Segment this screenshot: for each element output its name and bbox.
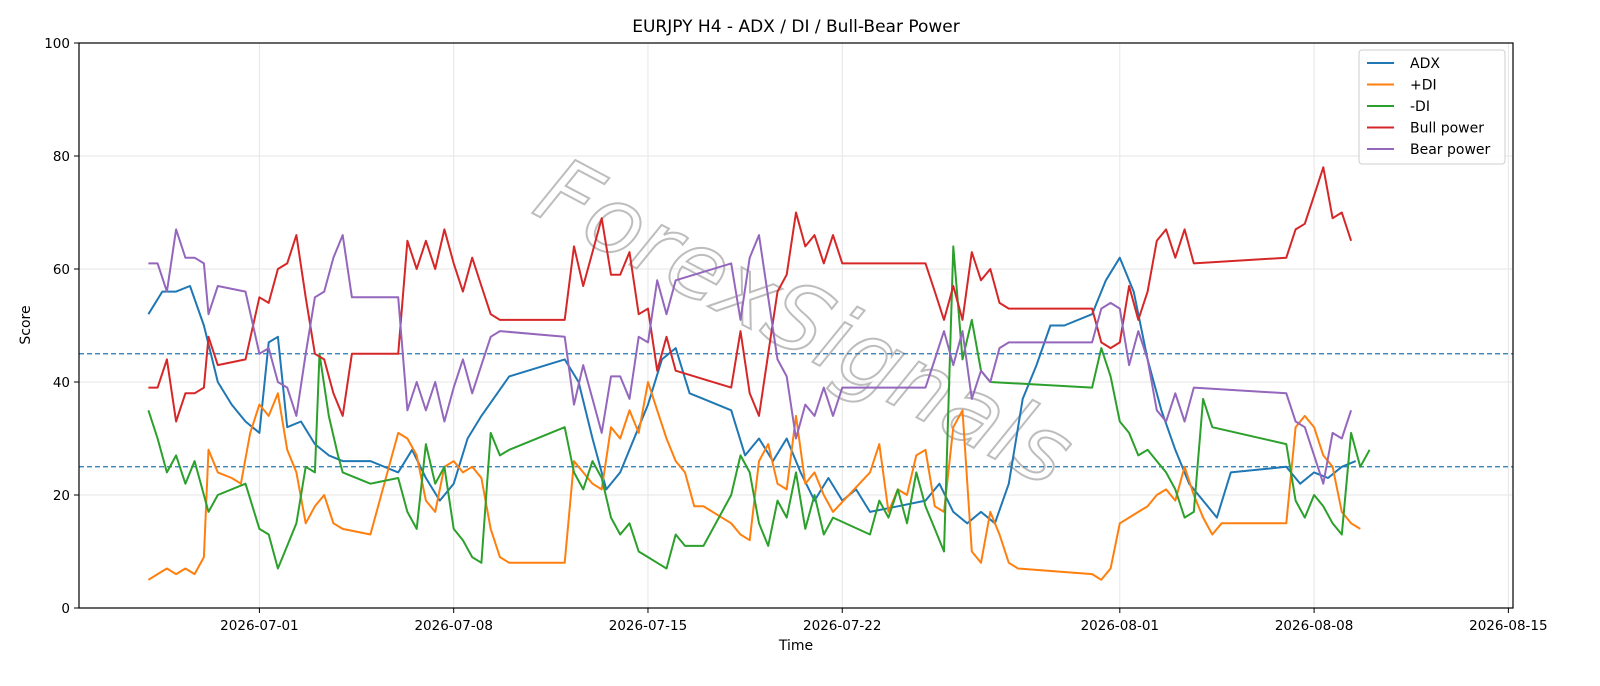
y-tick-label: 60	[53, 262, 70, 278]
series-line-bear-power	[148, 228, 1353, 485]
series-line-bull-power	[148, 166, 1353, 423]
y-tick-label: 20	[53, 488, 70, 504]
y-tick-label: 0	[61, 601, 70, 617]
series-line-plus-di	[147, 381, 1361, 581]
watermark: ForexSignals	[519, 136, 1091, 509]
legend-label: -DI	[1410, 99, 1430, 115]
y-tick-label: 40	[53, 375, 70, 391]
threshold-lines	[79, 353, 1513, 468]
y-tick-label: 80	[53, 149, 70, 165]
x-tick-label: 2026-08-08	[1275, 618, 1353, 634]
legend-label: ADX	[1410, 56, 1440, 72]
x-axis-label: Time	[778, 638, 813, 654]
series-line-minus-di	[147, 245, 1371, 570]
y-tick-label: 100	[44, 36, 70, 52]
y-axis-ticks: 0 20 40 60 80 100	[44, 36, 79, 617]
plot-frame	[78, 42, 1514, 609]
legend-box	[1358, 49, 1506, 165]
series-line-adx	[147, 256, 1357, 525]
x-tick-label: 2026-08-01	[1081, 618, 1159, 634]
series-lines	[147, 166, 1371, 581]
legend-label: Bear power	[1410, 142, 1491, 158]
grid	[79, 43, 1513, 608]
x-tick-label: 2026-07-15	[609, 618, 687, 634]
legend: ADX +DI -DI Bull power Bear power	[1358, 49, 1506, 165]
x-tick-label: 2026-07-22	[803, 618, 881, 634]
watermark-text: ForexSignals	[520, 137, 1090, 508]
legend-label: Bull power	[1410, 121, 1484, 137]
x-axis-ticks: 2026-07-01 2026-07-08 2026-07-15 2026-07-22…	[220, 608, 1548, 634]
y-axis-label: Score	[18, 305, 34, 344]
chart-title: EURJPY H4 - ADX / DI / Bull-Bear Power	[632, 17, 960, 37]
x-tick-label: 2026-08-15	[1469, 618, 1547, 634]
legend-label: +DI	[1410, 78, 1437, 94]
x-tick-label: 2026-07-08	[414, 618, 492, 634]
x-tick-label: 2026-07-01	[220, 618, 298, 634]
